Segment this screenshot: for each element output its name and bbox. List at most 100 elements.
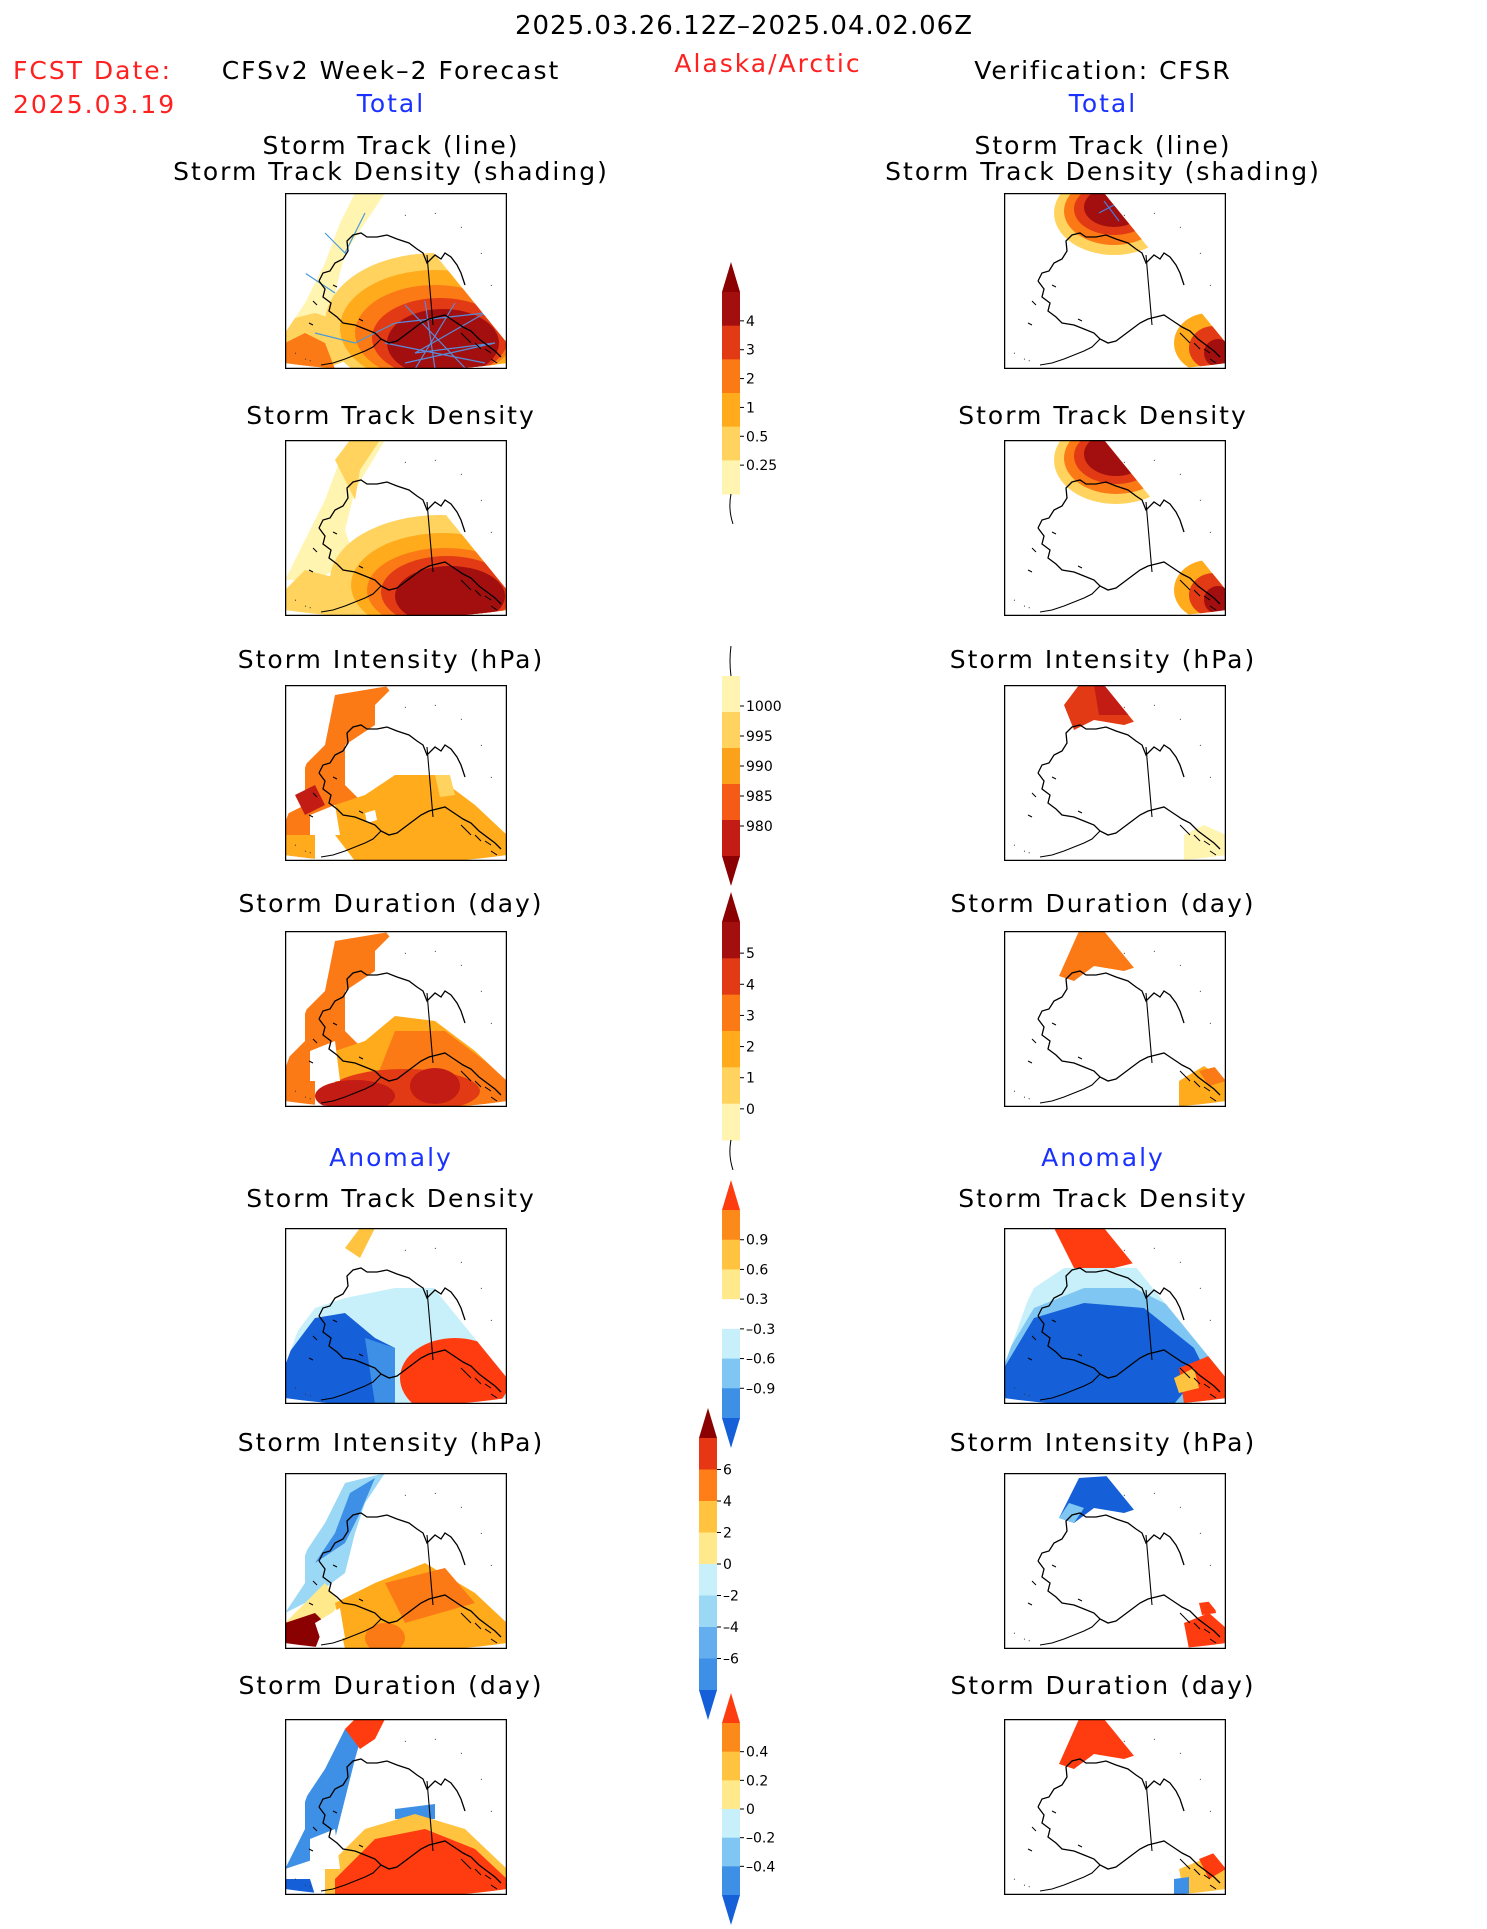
map-anom-intensity-forecast (285, 1473, 507, 1649)
colorbar-segment (722, 325, 740, 360)
anomaly-label-right: Anomaly (1041, 1143, 1165, 1172)
colorbar-tick-label: 995 (746, 729, 773, 745)
colorbar-tick-label: –2 (723, 1589, 739, 1605)
colorbar-tick-label: –0.4 (746, 1859, 775, 1875)
colorbar-tick-label: –0.6 (746, 1352, 775, 1368)
colorbar-bottom-arrow (722, 856, 740, 886)
colorbar-top-arrow (699, 1408, 717, 1438)
colorbar-tick-label: 0.4 (746, 1745, 768, 1761)
colorbar-segment (722, 1723, 740, 1753)
colorbar-top-arrow (722, 892, 740, 922)
colorbar-tick-label: 0.9 (746, 1233, 768, 1249)
colorbar-tick-label: 0 (746, 1102, 755, 1118)
colorbar-tick-label: 0 (723, 1557, 732, 1573)
title-track-shading-right: Storm Track Density (shading) (885, 157, 1321, 186)
colorbar-segment (722, 1269, 740, 1300)
anomaly-label-left: Anomaly (329, 1143, 453, 1172)
colorbar-segment (722, 1837, 740, 1867)
colorbar-segment (699, 1438, 717, 1470)
colorbar-segment (722, 748, 740, 785)
colorbar-tick-label: 3 (746, 1008, 755, 1024)
map-intensity-forecast (285, 685, 507, 861)
colorbar-segment (722, 1031, 740, 1068)
colorbar-segment (722, 426, 740, 461)
map-anom-intensity-verification (1004, 1473, 1226, 1649)
left-total-label: Total (356, 89, 426, 118)
colorbar-tick-label: 4 (746, 977, 755, 993)
colorbar-top-line (729, 645, 732, 677)
colorbar-tick-label: 1000 (746, 699, 782, 715)
title-track-shading-left: Storm Track Density (shading) (173, 157, 609, 186)
colorbar-tick-label: –4 (723, 1620, 739, 1636)
colorbar-segment (699, 1658, 717, 1691)
colorbar-tick-label: 0.6 (746, 1262, 768, 1278)
colorbar-segment (699, 1501, 717, 1533)
colorbar-segment (722, 1210, 740, 1241)
colorbar-tick-label: 2 (723, 1526, 732, 1542)
colorbar-segment (722, 1239, 740, 1270)
fcst-date-value: 2025.03.19 (13, 90, 177, 119)
map-duration-forecast (285, 931, 507, 1107)
colorbar-segment (699, 1469, 717, 1502)
colorbar-segment (722, 1103, 740, 1141)
colorbar-bottom-line (729, 1139, 734, 1171)
colorbar-intensity-total: 1000 995 990 985 980 (720, 645, 810, 890)
map-density-verification (1004, 440, 1226, 616)
colorbar-tick-label: 0.2 (746, 1773, 768, 1789)
colorbar-segment (722, 922, 740, 959)
title-density-right: Storm Track Density (958, 401, 1248, 430)
colorbar-tick-label: 1 (746, 400, 755, 416)
colorbar-segment (722, 1328, 740, 1360)
colorbar-tick-label: 6 (723, 1463, 732, 1479)
title-anom-duration-left: Storm Duration (day) (238, 1671, 544, 1700)
colorbar-intensity-anom: 6 4 2 0 –2 –4 –6 (697, 1408, 787, 1724)
colorbar-segment (722, 994, 740, 1032)
map-anom-density-verification (1004, 1228, 1226, 1404)
colorbar-tick-label: 4 (723, 1494, 732, 1510)
colorbar-segment (722, 1388, 740, 1419)
forecast-title: CFSv2 Week–2 Forecast (221, 56, 561, 85)
colorbar-density-total: 4 3 2 1 0.5 0.25 (720, 262, 810, 528)
colorbar-segment (722, 1809, 740, 1839)
colorbar-segment (722, 712, 740, 749)
colorbar-tick-label: 5 (746, 946, 755, 962)
colorbar-segment (722, 460, 740, 495)
map-anom-density-forecast (285, 1228, 507, 1404)
map-track-verification (1004, 193, 1226, 369)
title-track-line-right: Storm Track (line) (974, 131, 1232, 160)
map-density-forecast (285, 440, 507, 616)
colorbar-segment (722, 1780, 740, 1810)
title-intensity-left: Storm Intensity (hPa) (237, 645, 545, 674)
title-anom-intensity-right: Storm Intensity (hPa) (949, 1428, 1257, 1457)
colorbar-segment (722, 784, 740, 821)
colorbar-segment (722, 292, 740, 327)
colorbar-segment (722, 1067, 740, 1105)
time-range-title: 2025.03.26.12Z–2025.04.02.06Z (514, 11, 974, 41)
title-intensity-right: Storm Intensity (hPa) (949, 645, 1257, 674)
colorbar-segment (722, 820, 740, 857)
colorbar-tick-label: 4 (746, 314, 755, 330)
title-anom-density-right: Storm Track Density (958, 1184, 1248, 1213)
map-track-forecast (285, 193, 507, 369)
colorbar-density-anom: 0.9 0.6 0.3 –0.3 –0.6 –0.9 (720, 1180, 810, 1452)
title-anom-density-left: Storm Track Density (246, 1184, 536, 1213)
fcst-date-label: FCST Date: (13, 56, 173, 85)
title-duration-left: Storm Duration (day) (238, 889, 544, 918)
title-anom-duration-right: Storm Duration (day) (950, 1671, 1256, 1700)
colorbar-tick-label: 0 (746, 1802, 755, 1818)
colorbar-segment (722, 1866, 740, 1896)
title-track-line-left: Storm Track (line) (262, 131, 520, 160)
colorbar-tick-label: 980 (746, 819, 773, 835)
colorbar-bottom-arrow (722, 1895, 740, 1925)
colorbar-bottom-arrow (722, 1418, 740, 1448)
colorbar-tick-label: 990 (746, 759, 773, 775)
colorbar-tick-label: –0.2 (746, 1831, 775, 1847)
colorbar-top-arrow (722, 1693, 740, 1723)
colorbar-bottom-line (729, 493, 734, 525)
colorbar-segment (699, 1532, 717, 1565)
colorbar-segment (722, 1358, 740, 1389)
colorbar-tick-label: 0.5 (746, 429, 768, 445)
title-duration-right: Storm Duration (day) (950, 889, 1256, 918)
colorbar-bottom-arrow (699, 1690, 717, 1720)
title-density-left: Storm Track Density (246, 401, 536, 430)
